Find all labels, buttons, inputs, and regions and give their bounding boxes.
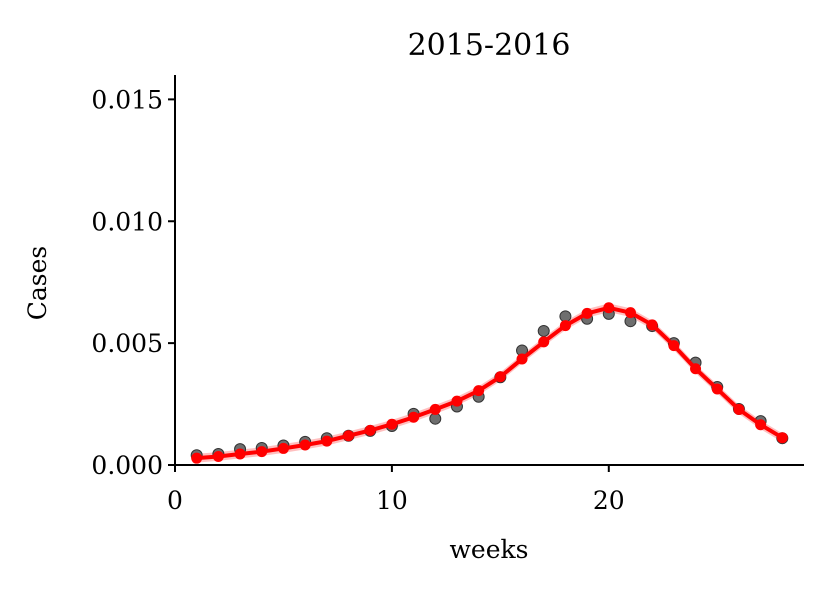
model-fit-point <box>429 403 441 415</box>
model-fit-point <box>624 307 636 319</box>
y-tick-label: 0.000 <box>91 451 163 480</box>
model-fit-point <box>733 403 745 415</box>
model-fit-line <box>196 305 784 461</box>
model-fit-point <box>408 411 420 423</box>
chart-title: 2015-2016 <box>408 28 571 63</box>
model-fit-point <box>690 363 702 375</box>
x-tick-label: 0 <box>167 486 183 515</box>
model-fit-point <box>755 419 767 431</box>
model-fit-point <box>668 340 680 352</box>
model-fit-point <box>386 418 398 430</box>
y-ticks: 0.000 0.005 0.010 0.015 <box>91 85 175 480</box>
model-fit-point <box>321 435 333 447</box>
model-fit-point <box>364 424 376 436</box>
model-fit-layer <box>191 302 788 464</box>
model-fit-point <box>538 336 550 348</box>
x-ticks: 0 10 20 <box>167 465 625 515</box>
model-fit-point <box>473 385 485 397</box>
y-axis-label: Cases <box>23 246 52 321</box>
model-fit-point <box>212 450 224 462</box>
model-fit-point <box>646 319 658 331</box>
model-fit-point <box>299 439 311 451</box>
model-fit-point <box>559 320 571 332</box>
model-fit-point <box>516 353 528 365</box>
model-fit-point <box>776 432 788 444</box>
observed-point <box>537 324 550 337</box>
model-fit-point <box>581 307 593 319</box>
x-axis-label: weeks <box>450 535 529 564</box>
model-fit-point <box>603 302 615 314</box>
model-fit-point <box>277 442 289 454</box>
model-fit-point <box>494 371 506 383</box>
model-fit-point <box>711 383 723 395</box>
model-fit-point <box>343 430 355 442</box>
model-fit-point <box>191 452 203 464</box>
model-fit-point <box>234 448 246 460</box>
y-tick-label: 0.010 <box>91 207 163 236</box>
y-tick-label: 0.005 <box>91 329 163 358</box>
x-tick-label: 10 <box>376 486 408 515</box>
y-tick-label: 0.015 <box>91 85 163 114</box>
model-fit-point <box>451 395 463 407</box>
model-fit-point <box>256 446 268 458</box>
x-tick-label: 20 <box>593 486 625 515</box>
